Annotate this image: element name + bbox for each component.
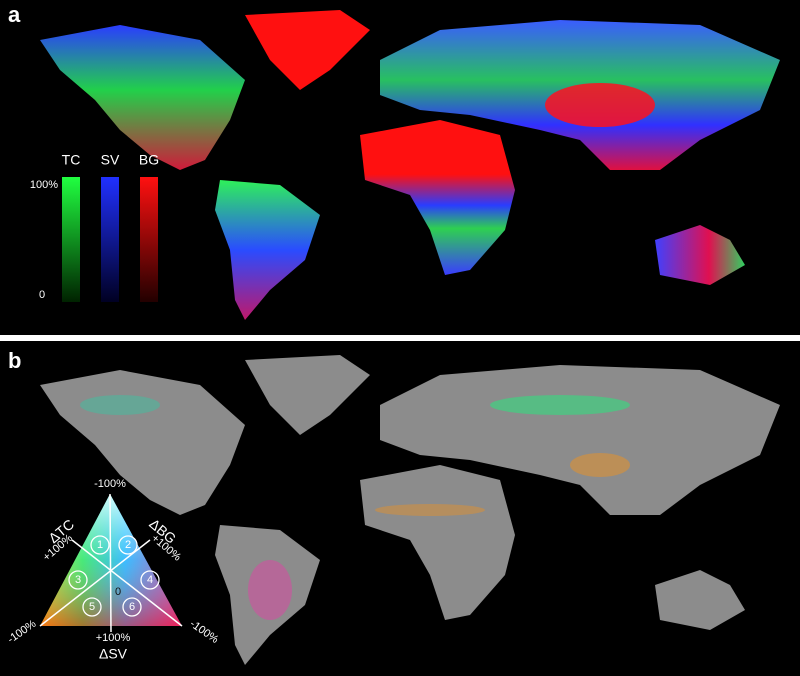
scale-label: 100% [30, 179, 58, 191]
legend-bar [140, 177, 158, 302]
legend-label: SV [101, 152, 120, 168]
map-a [40, 10, 780, 320]
change-spot [375, 504, 485, 516]
axis-label: ΔSV [99, 646, 128, 662]
africa [360, 120, 515, 275]
greenland [245, 10, 370, 90]
desert [545, 83, 655, 127]
ternary-axes [39, 493, 183, 633]
legend-bar [101, 177, 119, 302]
center-label: 0 [115, 586, 121, 598]
south-america [215, 180, 320, 320]
legend-a: TC SV BG 100% 0 [30, 152, 159, 302]
panel-label: b [8, 348, 21, 373]
change-spot [80, 395, 160, 415]
sector-number: 5 [89, 601, 95, 613]
change-spot [490, 395, 630, 415]
sector-number: 6 [129, 601, 135, 613]
vertex-label: -100% [94, 478, 126, 490]
sector-number: 4 [147, 574, 153, 586]
scale-label: 0 [39, 289, 45, 301]
change-spot [570, 453, 630, 477]
change-spot [248, 560, 292, 620]
sector-number: 1 [97, 539, 103, 551]
sector-circles [68, 535, 160, 617]
legend-label: TC [62, 152, 81, 168]
panel-label: a [8, 2, 21, 27]
north-america [40, 25, 245, 170]
axis-end-label: +100% [96, 632, 131, 644]
sector-number: 2 [125, 539, 131, 551]
sector-number: 3 [75, 574, 81, 586]
map-b [40, 355, 780, 665]
australia [655, 225, 745, 285]
legend-bar [62, 177, 80, 302]
legend-label: BG [139, 152, 159, 168]
